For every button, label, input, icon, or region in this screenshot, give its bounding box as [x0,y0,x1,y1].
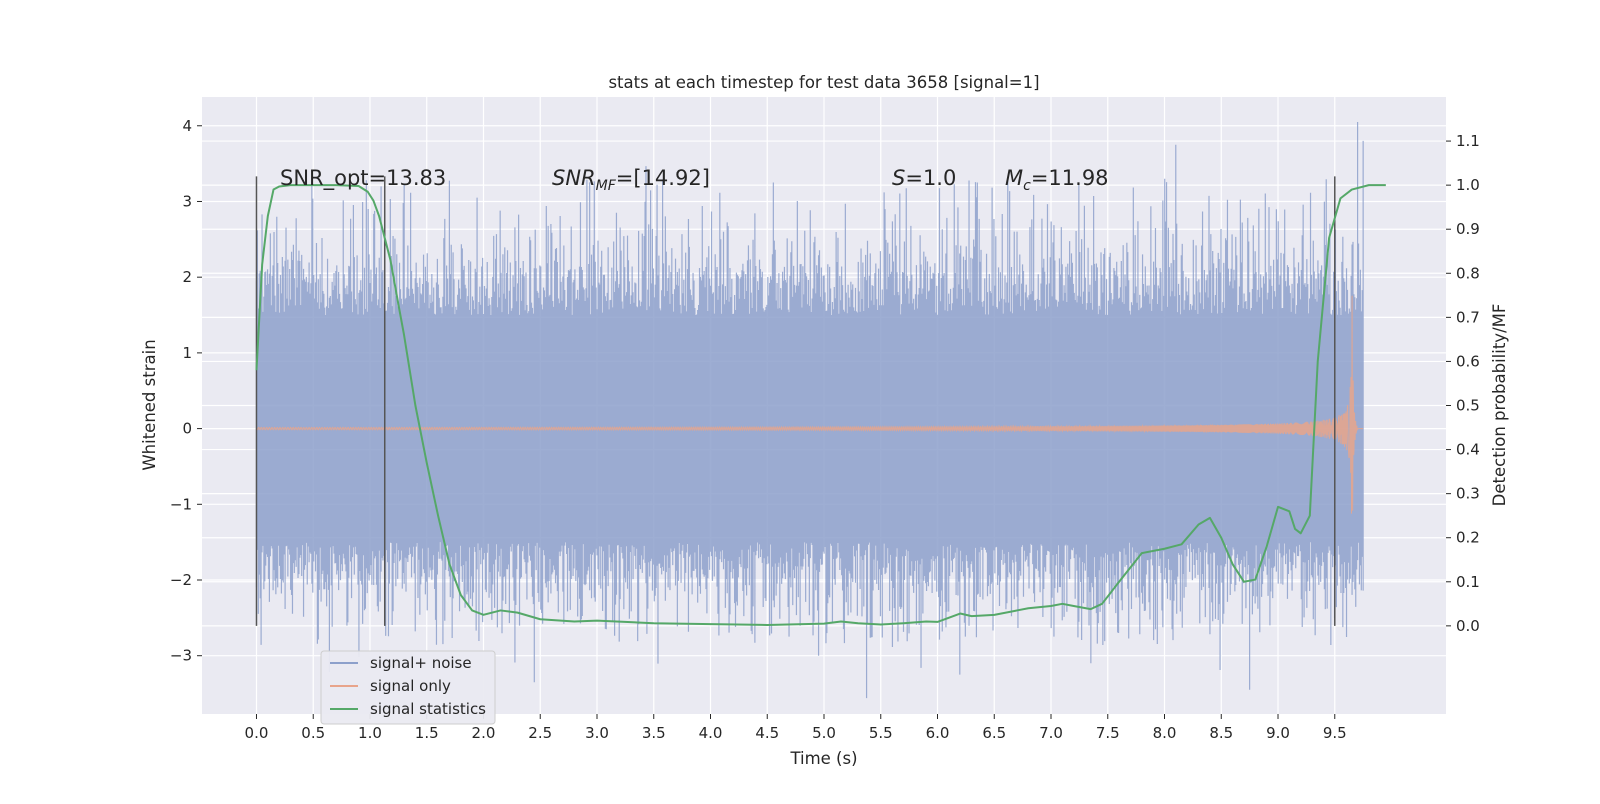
annotation-snr-mf: SNRMF=[14.92] [552,166,710,194]
x-tick-label: 3.5 [642,724,666,742]
y-tick-label-right: 0.0 [1456,617,1480,635]
y-tick-label-left: 4 [182,117,192,135]
x-tick-label: 0.5 [301,724,325,742]
signal-trace [256,295,1364,514]
x-tick-label: 5.5 [869,724,893,742]
x-tick-label: 3.0 [585,724,609,742]
x-tick-label: 4.5 [755,724,779,742]
x-tick-label: 7.5 [1096,724,1120,742]
y-tick-label-right: 0.3 [1456,485,1480,503]
x-tick-label: 8.0 [1153,724,1177,742]
x-tick-label: 9.0 [1266,724,1290,742]
stats-curve [255,184,1386,626]
y-tick-label-left: 2 [182,268,192,286]
x-tick-label: 7.0 [1039,724,1063,742]
y-tick-label-right: 0.7 [1456,308,1480,326]
x-tick-label: 2.5 [528,724,552,742]
signal-series [256,295,1364,514]
x-axis-label: Time (s) [789,749,857,768]
x-tick-label: 2.0 [472,724,496,742]
legend-box [320,650,496,725]
axes: 0.0 0.5 1.0 1.5 2.0 2.5 3.0 3.5 4.0 4.5 5.0 5.5 6.0 6… [170,117,1480,742]
legend: signal+ noise signal only signal statist… [320,650,496,725]
y-tick-label-right: 0.5 [1456,397,1480,415]
annotation-s: S=1.0 [892,166,956,190]
x-tick-label: 9.5 [1323,724,1347,742]
x-tick-label: 8.5 [1209,724,1233,742]
x-tick-label: 6.0 [926,724,950,742]
x-tick-label: 0.0 [245,724,269,742]
y-tick-label-left: 3 [182,192,192,210]
y-tick-label-left: 0 [182,420,192,438]
x-tick-label: 1.5 [415,724,439,742]
x-tick-label: 1.0 [358,724,382,742]
y-tick-label-right: 1.0 [1456,176,1480,194]
legend-label-stats: signal statistics [370,700,486,718]
y-tick-label-right: 0.8 [1456,264,1480,282]
y-tick-label-left: −3 [170,647,192,665]
y-tick-label-right: 0.1 [1456,573,1480,591]
y-tick-label-right: 0.2 [1456,529,1480,547]
y-tick-label-left: −2 [170,571,192,589]
annotation-snr-opt: SNR_opt=13.83 [280,166,446,191]
y-axis-label-right: Detection probability/MF [1490,304,1509,507]
y-tick-label-right: 1.1 [1456,132,1480,150]
y-tick-label-right: 0.6 [1456,352,1480,370]
x-tick-label: 4.0 [699,724,723,742]
y-tick-label-left: −1 [170,495,192,513]
chart-title: stats at each timestep for test data 365… [608,73,1039,92]
x-tick-label: 5.0 [812,724,836,742]
legend-label-noise: signal+ noise [370,654,472,672]
annotation-mc: Mc=11.98 [1005,166,1109,194]
x-tick-label: 6.5 [982,724,1006,742]
legend-label-signal: signal only [370,677,451,695]
vertical-markers [255,176,1336,626]
stats-series [255,184,1386,626]
y-tick-label-right: 0.4 [1456,441,1480,459]
y-tick-label-right: 0.9 [1456,220,1480,238]
y-tick-label-left: 1 [182,344,192,362]
y-axis-label-left: Whitened strain [140,339,159,470]
